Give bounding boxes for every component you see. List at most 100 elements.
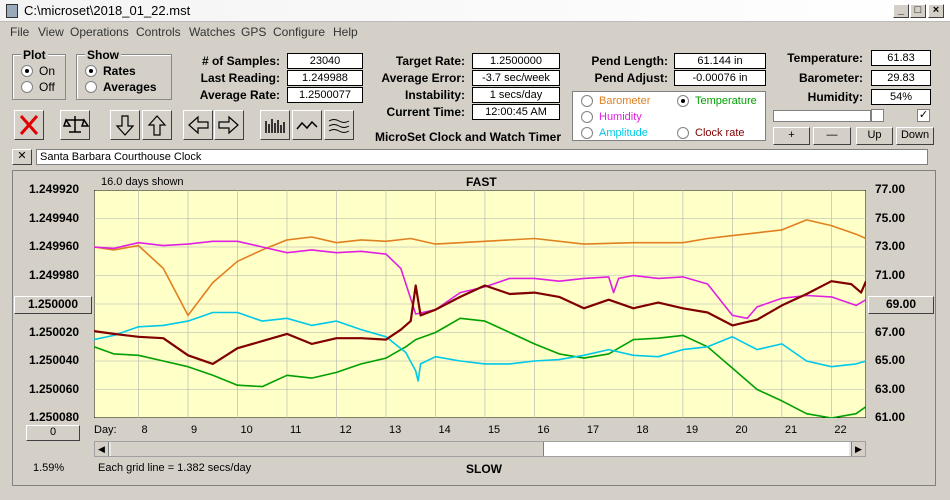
right-tick-label: 71.00 (875, 267, 906, 282)
menu-controls[interactable]: Controls (136, 25, 181, 39)
percent-label: 1.59% (33, 462, 65, 474)
day-tick-label: 22 (834, 424, 847, 436)
menu-gps[interactable]: GPS (241, 25, 267, 39)
day-tick-label: 18 (636, 424, 649, 436)
day-tick-label: 16 (537, 424, 550, 436)
scroll-track[interactable] (111, 442, 543, 456)
right-tick-label: 65.00 (875, 353, 906, 367)
menu-configure[interactable]: Configure (273, 25, 326, 39)
series-line-clock-rate (94, 280, 866, 365)
show-averages-label: Averages (103, 80, 157, 94)
series-line-barometer (94, 219, 866, 317)
pend-adjust-label: Pend Adjust: (594, 71, 668, 85)
target-rate-label: Target Rate: (395, 54, 465, 68)
day-tick-label: 8 (141, 424, 148, 436)
show-group: Show Rates Averages (76, 48, 172, 100)
show-rates-label: Rates (103, 64, 136, 78)
samples-field: 23040 (287, 53, 363, 69)
radio-icon (581, 111, 593, 123)
arrow-left-button[interactable] (183, 110, 213, 140)
day-tick-label: 11 (290, 424, 302, 436)
show-averages-radio[interactable]: Averages (85, 80, 157, 94)
menu-view[interactable]: View (38, 25, 64, 39)
left-tick-label: 1.250080 (29, 410, 80, 424)
sensor-clockrate-label: Clock rate (695, 127, 745, 139)
plot-group-title: Plot (21, 48, 48, 62)
sensor-barometer-radio[interactable]: Barometer (581, 95, 650, 107)
arrow-down-button[interactable] (110, 110, 140, 140)
left-tick-label: 1.249980 (29, 267, 80, 282)
checkbox-left[interactable] (871, 109, 884, 122)
right-center-button[interactable]: 69.00 (868, 296, 934, 314)
radio-icon (21, 81, 33, 93)
maximize-button[interactable]: □ (910, 4, 926, 18)
sensor-select-panel: Barometer Temperature Humidity Amplitude… (572, 91, 766, 141)
current-time-field: 12:00:45 AM (472, 104, 560, 120)
balance-button[interactable] (60, 110, 90, 140)
line-graph-button[interactable] (292, 110, 322, 140)
clear-data-button[interactable] (14, 110, 44, 140)
menu-operations[interactable]: Operations (70, 25, 129, 39)
menu-watches[interactable]: Watches (189, 25, 236, 39)
close-window-button[interactable]: × (928, 4, 944, 18)
barometer-field: 29.83 (871, 70, 931, 86)
day-tick-label: 19 (685, 424, 699, 436)
scroll-left-icon[interactable]: ◀ (95, 442, 109, 456)
radio-selected-icon (21, 65, 33, 77)
app-icon[interactable] (6, 4, 18, 18)
radio-selected-icon (85, 65, 97, 77)
left-center-button[interactable]: 1.250000 (14, 296, 92, 314)
plot-group: Plot On Off (12, 48, 66, 100)
minus-button[interactable]: — (813, 127, 851, 145)
arrow-down-icon (115, 115, 135, 136)
bar-graph-button[interactable] (260, 110, 290, 140)
day-tick-label: 17 (586, 424, 600, 436)
checkbox-right[interactable]: ✓ (917, 109, 930, 122)
pend-length-field[interactable]: 61.144 in (674, 53, 766, 69)
show-group-title: Show (85, 48, 121, 62)
humidity-label: Humidity: (807, 90, 863, 104)
plot-on-radio[interactable]: On (21, 64, 55, 78)
sensor-amplitude-radio[interactable]: Amplitude (581, 127, 648, 139)
sensor-clockrate-radio[interactable]: Clock rate (677, 127, 745, 139)
scroll-right-icon[interactable]: ▶ (851, 442, 865, 456)
scroll-thumb[interactable] (543, 442, 849, 456)
right-tick-label: 67.00 (875, 324, 906, 339)
show-rates-radio[interactable]: Rates (85, 64, 136, 78)
right-tick-label: 61.00 (875, 410, 906, 424)
menu-file[interactable]: File (10, 25, 30, 39)
chart-pane (12, 170, 936, 486)
arrow-right-button[interactable] (214, 110, 244, 140)
up-button[interactable]: Up (856, 127, 893, 145)
sensor-barometer-label: Barometer (599, 95, 651, 107)
balance-scale-icon (62, 116, 89, 133)
down-button[interactable]: Down (896, 127, 934, 145)
radio-icon (677, 127, 689, 139)
target-rate-field[interactable]: 1.2500000 (472, 53, 560, 69)
average-error-label: Average Error: (381, 71, 465, 85)
left-bottom-button[interactable]: 0 (26, 425, 80, 441)
arrow-up-button[interactable] (142, 110, 172, 140)
sensor-temperature-radio[interactable]: Temperature (677, 95, 757, 107)
day-tick-label: 12 (339, 424, 352, 436)
temperature-field: 61.83 (871, 50, 931, 66)
barometer-label: Barometer: (798, 71, 863, 85)
plot-off-radio[interactable]: Off (21, 80, 55, 94)
average-rate-field: 1.2500077 (287, 87, 363, 103)
sensor-humidity-radio[interactable]: Humidity (581, 111, 642, 123)
pend-adjust-field: -0.00076 in (674, 70, 766, 86)
close-clock-button[interactable]: ✕ (12, 149, 32, 165)
right-tick-label: 63.00 (875, 381, 906, 396)
multi-line-button[interactable] (324, 110, 354, 140)
plus-button[interactable]: + (773, 127, 810, 145)
menu-help[interactable]: Help (333, 25, 358, 39)
horizontal-scrollbar[interactable]: ◀ ▶ (94, 441, 866, 457)
series-line-amplitude (94, 311, 866, 382)
clock-name-input[interactable]: Santa Barbara Courthouse Clock (36, 149, 928, 165)
left-tick-label: 1.250020 (29, 324, 80, 339)
level-slider[interactable] (773, 110, 871, 122)
minimize-button[interactable]: _ (893, 4, 909, 18)
temperature-label: Temperature: (787, 51, 863, 65)
day-tick-label: 13 (388, 424, 402, 436)
